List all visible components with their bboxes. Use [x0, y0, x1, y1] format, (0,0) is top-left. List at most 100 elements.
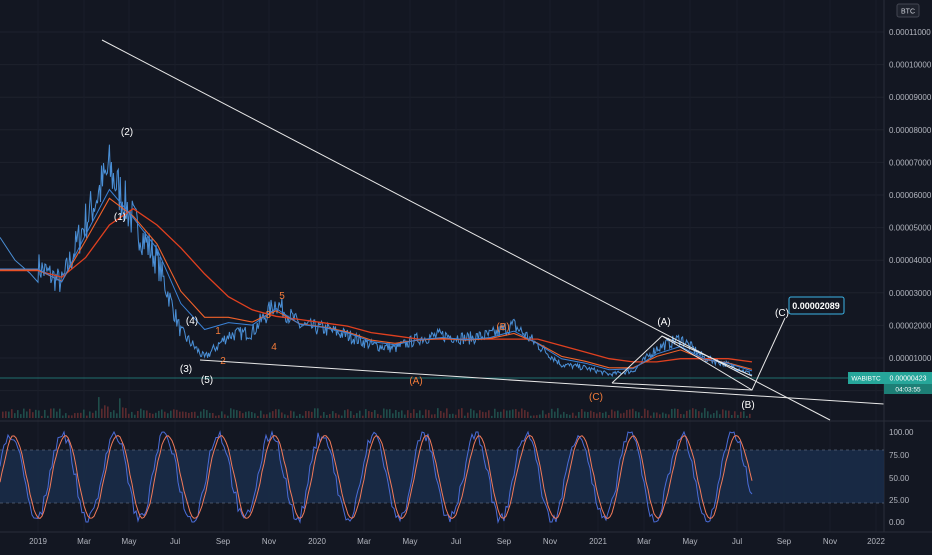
volume-bar — [260, 410, 262, 418]
time-tick-label: Sep — [216, 537, 231, 546]
volume-bar — [647, 410, 649, 418]
volume-bar — [329, 414, 331, 418]
volume-bar — [239, 411, 241, 418]
volume-bar — [458, 409, 460, 418]
symbol-price-tag: WABIBTC 0.00000423 04:03:55 — [848, 372, 932, 394]
price-axis[interactable]: 0.00011000 0.00010000 0.00009000 0.00008000… — [889, 28, 932, 396]
volume-bar — [308, 411, 310, 418]
volume-bar — [488, 410, 490, 418]
volume-bar — [482, 411, 484, 418]
time-tick-label: May — [402, 537, 417, 546]
volume-bar — [311, 411, 313, 418]
time-tick-label: 2020 — [308, 537, 326, 546]
volume-bar — [500, 411, 502, 418]
time-tick-label: Nov — [543, 537, 557, 546]
time-tick-label: 2019 — [29, 537, 47, 546]
volume-bar — [332, 411, 334, 418]
volume-bar — [23, 408, 25, 418]
scale-button[interactable]: BTC — [896, 3, 920, 18]
volume-bar — [296, 415, 298, 418]
volume-bar — [671, 408, 673, 418]
volume-bar — [155, 412, 157, 418]
volume-bar — [8, 411, 10, 418]
volume-bar — [233, 409, 235, 418]
volume-bar — [446, 408, 448, 418]
time-tick-label: 2022 — [867, 537, 885, 546]
volume-bar — [317, 408, 319, 418]
volume-bar — [419, 410, 421, 418]
volume-bar — [218, 415, 220, 418]
volume-bar — [611, 409, 613, 418]
subwave-label-4: 4 — [271, 342, 277, 353]
volume-bar — [437, 408, 439, 418]
volume-bar — [137, 410, 139, 418]
volume-bar — [380, 415, 382, 418]
volume-bar — [722, 409, 724, 418]
volume-bar — [449, 414, 451, 418]
volume-bar — [395, 409, 397, 418]
volume-bar — [527, 411, 529, 418]
volume-bar — [17, 410, 19, 418]
volume-bar — [164, 411, 166, 418]
volume-bar — [485, 412, 487, 418]
price-grid — [0, 31, 884, 392]
oscillator-axis[interactable]: 100.00 75.00 50.00 25.00 0.00 — [889, 428, 914, 527]
volume-bar — [35, 409, 37, 418]
volume-bar — [425, 409, 427, 418]
oscillator-tick-label: 0.00 — [889, 518, 905, 527]
volume-bar — [566, 413, 568, 418]
volume-bar — [653, 412, 655, 418]
volume-bar — [89, 411, 91, 418]
volume-bar — [32, 412, 34, 418]
volume-bar — [206, 410, 208, 418]
time-axis[interactable]: 2019 Mar May Jul Sep Nov 2020 Mar May Jul Sep Nov 20… — [29, 537, 885, 546]
volume-bar — [695, 409, 697, 418]
volume-bar — [29, 408, 31, 418]
volume-bar — [71, 415, 73, 418]
triangle-lower[interactable] — [661, 335, 753, 391]
volume-bar — [650, 415, 652, 418]
volume-bar — [398, 411, 400, 418]
volume-bar — [605, 411, 607, 418]
time-tick-label: Mar — [77, 537, 91, 546]
time-tick-label: Mar — [637, 537, 651, 546]
volume-bar — [740, 411, 742, 418]
volume-bar — [383, 408, 385, 418]
volume-bar — [497, 411, 499, 418]
volume-bar — [551, 408, 553, 418]
volume-bar — [167, 413, 169, 418]
volume-bar — [56, 411, 58, 418]
volume-bar — [122, 407, 124, 418]
price-tick-label: 0.00010000 — [889, 61, 932, 70]
volume-bar — [539, 414, 541, 418]
volume-bar — [281, 412, 283, 418]
time-tick-label: Nov — [823, 537, 837, 546]
lower-trendline[interactable] — [199, 359, 885, 405]
volume-bar — [104, 405, 106, 418]
volume-bar — [161, 409, 163, 418]
subwave-label-1: 1 — [215, 326, 221, 337]
volume-bar — [665, 413, 667, 418]
volume-bar — [710, 414, 712, 418]
volume-bar — [626, 409, 628, 418]
subwave-label-2: 2 — [220, 356, 226, 367]
price-tick-label: 0.00001000 — [889, 354, 932, 363]
volume-bar — [293, 411, 295, 418]
volume-bar — [11, 409, 13, 418]
volume-bar — [416, 413, 418, 418]
target-callout[interactable]: 0.00002089 — [788, 296, 845, 315]
correction-label-b: (B) — [496, 322, 509, 333]
subwave-label-3: 3 — [265, 310, 271, 321]
correction-label-c: (C) — [589, 392, 603, 403]
volume-bar — [467, 412, 469, 418]
volume-bar — [299, 414, 301, 418]
volume-bar — [5, 411, 7, 418]
volume-bar — [728, 410, 730, 418]
volume-bar — [668, 414, 670, 418]
volume-bar — [20, 414, 22, 418]
volume-bar — [683, 414, 685, 418]
volume-bar — [713, 412, 715, 418]
volume-bar — [560, 414, 562, 418]
